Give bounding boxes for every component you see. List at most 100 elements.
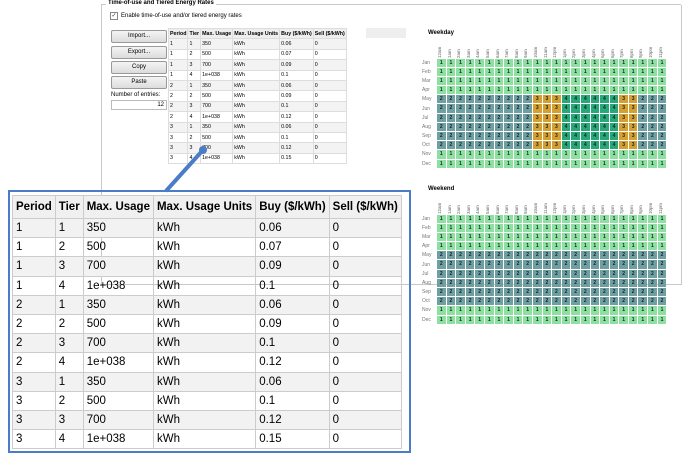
period-cell[interactable]: 2 [657,104,667,113]
period-cell[interactable]: 4 [580,141,590,150]
period-cell[interactable]: 1 [504,306,513,315]
column-header[interactable]: Period [12,195,56,219]
period-cell[interactable]: 1 [628,214,638,223]
period-cell[interactable]: 1 [648,76,657,86]
period-cell[interactable]: 2 [504,260,513,269]
period-cell[interactable]: 2 [504,269,513,278]
period-cell[interactable]: 1 [484,223,494,232]
period-cell[interactable]: 1 [504,150,513,159]
period-cell[interactable]: 1 [484,159,494,168]
copy-button[interactable]: Copy [111,61,167,74]
period-cell[interactable]: 1 [657,306,667,315]
period-cell[interactable]: 2 [523,95,532,104]
period-cell[interactable]: 4 [561,122,571,131]
period-cell[interactable]: 1 [609,242,619,251]
period-cell[interactable]: 2 [475,260,484,269]
period-cell[interactable]: 1 [437,76,446,86]
period-cell[interactable]: 1 [465,223,475,232]
period-cell[interactable]: 2 [437,297,446,306]
period-cell[interactable]: 1 [600,306,609,315]
period-cell[interactable]: 1 [609,223,619,232]
period-cell[interactable]: 4 [590,141,600,150]
period-cell[interactable]: 2 [494,278,504,287]
period-cell[interactable]: 3 [552,141,561,150]
period-cell[interactable]: 1 [580,306,590,315]
period-cell[interactable]: 4 [600,95,609,104]
period-cell[interactable]: 2 [609,269,619,278]
period-cell[interactable]: 1 [657,315,667,324]
table-row[interactable]: 3 4 1e+038 kWh 0.15 0 [167,152,347,165]
period-cell[interactable]: 1 [532,76,542,86]
period-cell[interactable]: 1 [571,223,580,232]
period-cell[interactable]: 1 [437,306,446,315]
period-cell[interactable]: 2 [513,122,523,131]
period-cell[interactable]: 2 [571,251,580,260]
period-cell[interactable]: 1 [465,242,475,251]
period-cell[interactable]: 1 [552,306,561,315]
period-cell[interactable]: 2 [494,104,504,113]
period-cell[interactable]: 1 [648,150,657,159]
period-cell[interactable]: 2 [561,251,571,260]
period-cell[interactable]: 1 [552,159,561,168]
period-cell[interactable]: 1 [590,67,600,76]
period-cell[interactable]: 2 [590,297,600,306]
period-cell[interactable]: 2 [437,141,446,150]
period-cell[interactable]: 1 [600,159,609,168]
period-cell[interactable]: 1 [600,242,609,251]
period-cell[interactable]: 1 [648,306,657,315]
period-cell[interactable]: 3 [619,104,628,113]
period-cell[interactable]: 1 [600,86,609,95]
period-cell[interactable]: 1 [609,150,619,159]
period-cell[interactable]: 1 [513,232,523,242]
period-cell[interactable]: 2 [437,251,446,260]
period-cell[interactable]: 1 [532,223,542,232]
period-cell[interactable]: 2 [571,297,580,306]
period-cell[interactable]: 2 [590,288,600,297]
period-cell[interactable]: 1 [561,159,571,168]
period-cell[interactable]: 1 [552,58,561,67]
period-cell[interactable]: 1 [619,76,628,86]
period-cell[interactable]: 1 [446,159,456,168]
period-cell[interactable]: 1 [465,315,475,324]
period-cell[interactable]: 1 [600,58,609,67]
period-cell[interactable]: 3 [628,95,638,104]
period-cell[interactable]: 2 [648,113,657,122]
period-cell[interactable]: 2 [590,269,600,278]
period-cell[interactable]: 1 [532,58,542,67]
column-header[interactable]: Buy ($/kWh) [255,195,330,219]
period-cell[interactable]: 1 [523,150,532,159]
period-cell[interactable]: 1 [446,214,456,223]
period-cell[interactable]: 2 [437,278,446,287]
period-cell[interactable]: 2 [475,297,484,306]
period-cell[interactable]: 1 [437,232,446,242]
period-cell[interactable]: 2 [513,269,523,278]
period-cell[interactable]: 1 [580,67,590,76]
period-cell[interactable]: 4 [580,95,590,104]
period-cell[interactable]: 2 [523,288,532,297]
period-cell[interactable]: 1 [513,58,523,67]
period-cell[interactable]: 1 [475,150,484,159]
period-cell[interactable]: 2 [446,260,456,269]
period-cell[interactable]: 1 [571,150,580,159]
period-cell[interactable]: 1 [638,306,648,315]
period-cell[interactable]: 2 [513,260,523,269]
table-row[interactable]: 2 1 350 kWh 0.06 0 [167,79,347,92]
period-cell[interactable]: 2 [571,260,580,269]
period-cell[interactable]: 1 [456,159,465,168]
entries-input[interactable]: 12 [111,100,167,110]
period-cell[interactable]: 1 [600,150,609,159]
period-cell[interactable]: 4 [609,95,619,104]
period-cell[interactable]: 2 [475,288,484,297]
period-cell[interactable]: 1 [504,67,513,76]
period-cell[interactable]: 1 [590,58,600,67]
period-cell[interactable]: 1 [619,67,628,76]
period-cell[interactable]: 2 [561,260,571,269]
period-cell[interactable]: 1 [446,232,456,242]
period-cell[interactable]: 2 [638,104,648,113]
period-cell[interactable]: 1 [456,76,465,86]
period-cell[interactable]: 1 [542,315,552,324]
period-cell[interactable]: 1 [648,67,657,76]
period-cell[interactable]: 2 [580,278,590,287]
period-cell[interactable]: 2 [465,95,475,104]
period-cell[interactable]: 1 [619,223,628,232]
